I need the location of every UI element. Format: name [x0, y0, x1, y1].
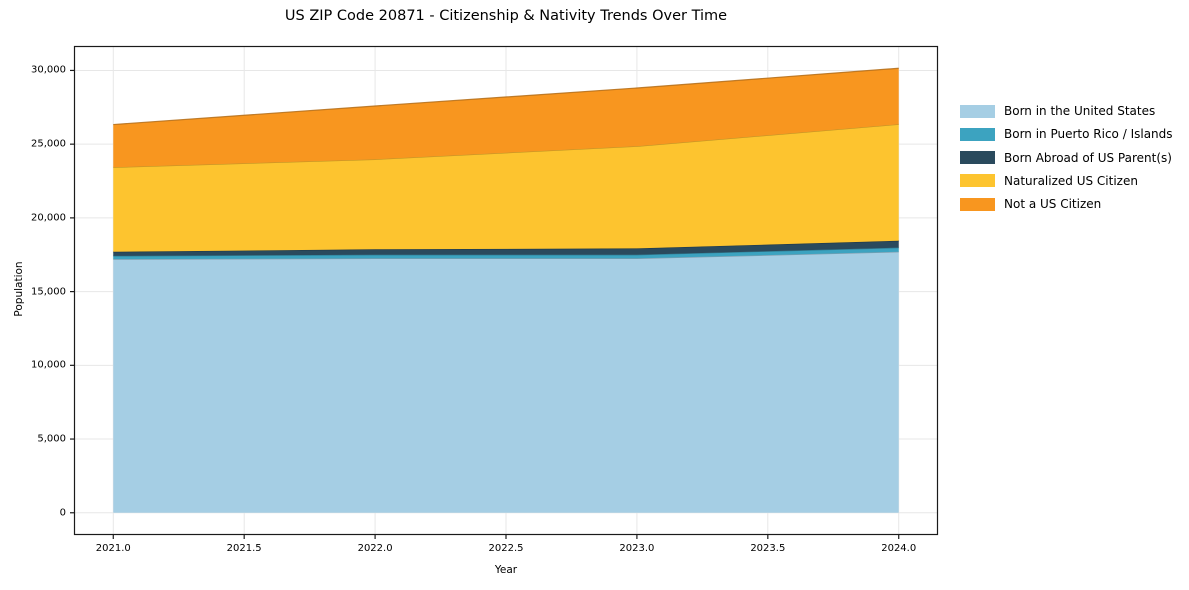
x-axis-title: Year [494, 564, 518, 576]
axes-spines [73, 45, 939, 536]
x-tick-label: 2021.5 [226, 543, 262, 554]
x-tick-label: 2024.0 [881, 543, 917, 554]
legend-item: Born Abroad of US Parent(s) [960, 151, 1172, 165]
area-series-1-edge [113, 251, 899, 260]
legend-label: Born in the United States [1004, 104, 1156, 118]
legend-label: Born Abroad of US Parent(s) [1004, 150, 1172, 165]
y-tick-label: 10,000 [31, 359, 66, 371]
chart-title: US ZIP Code 20871 - Citizenship & Nativi… [284, 8, 728, 24]
area-series-5 [113, 68, 899, 168]
y-tick-label: 15,000 [31, 286, 66, 298]
area-series-2 [113, 247, 899, 260]
y-tick-label: 20,000 [31, 212, 66, 224]
y-tick-label: 0 [59, 507, 66, 519]
area-series-5-edge [113, 67, 899, 126]
y-tick-label: 30,000 [31, 64, 66, 76]
x-tick-label: 2022.5 [488, 543, 524, 554]
area-series-4 [113, 124, 899, 252]
x-tick-label: 2023.5 [750, 543, 786, 554]
area-series-3 [113, 240, 899, 256]
x-tick-label: 2023.0 [619, 543, 655, 554]
y-tick-label: 25,000 [31, 138, 66, 150]
area-series-1 [113, 251, 899, 513]
legend-swatch [960, 174, 995, 188]
legend-item: Naturalized US Citizen [960, 174, 1138, 188]
legend-label: Born in Puerto Rico / Islands [1004, 127, 1173, 142]
legend-swatch [960, 151, 995, 164]
legend-swatch [960, 197, 995, 211]
legend-label: Naturalized US Citizen [1004, 173, 1138, 188]
legend-item: Born in the United States [960, 104, 1155, 118]
y-tick-label: 5,000 [37, 433, 66, 445]
x-tick-label: 2021.0 [95, 543, 131, 554]
legend-label: Not a US Citizen [1004, 197, 1102, 211]
legend-swatch [960, 127, 995, 141]
legend-item: Born in Puerto Rico / Islands [960, 127, 1173, 141]
legend-swatch [960, 104, 995, 118]
x-tick-label: 2022.0 [357, 543, 393, 554]
legend-item: Not a US Citizen [960, 197, 1101, 211]
